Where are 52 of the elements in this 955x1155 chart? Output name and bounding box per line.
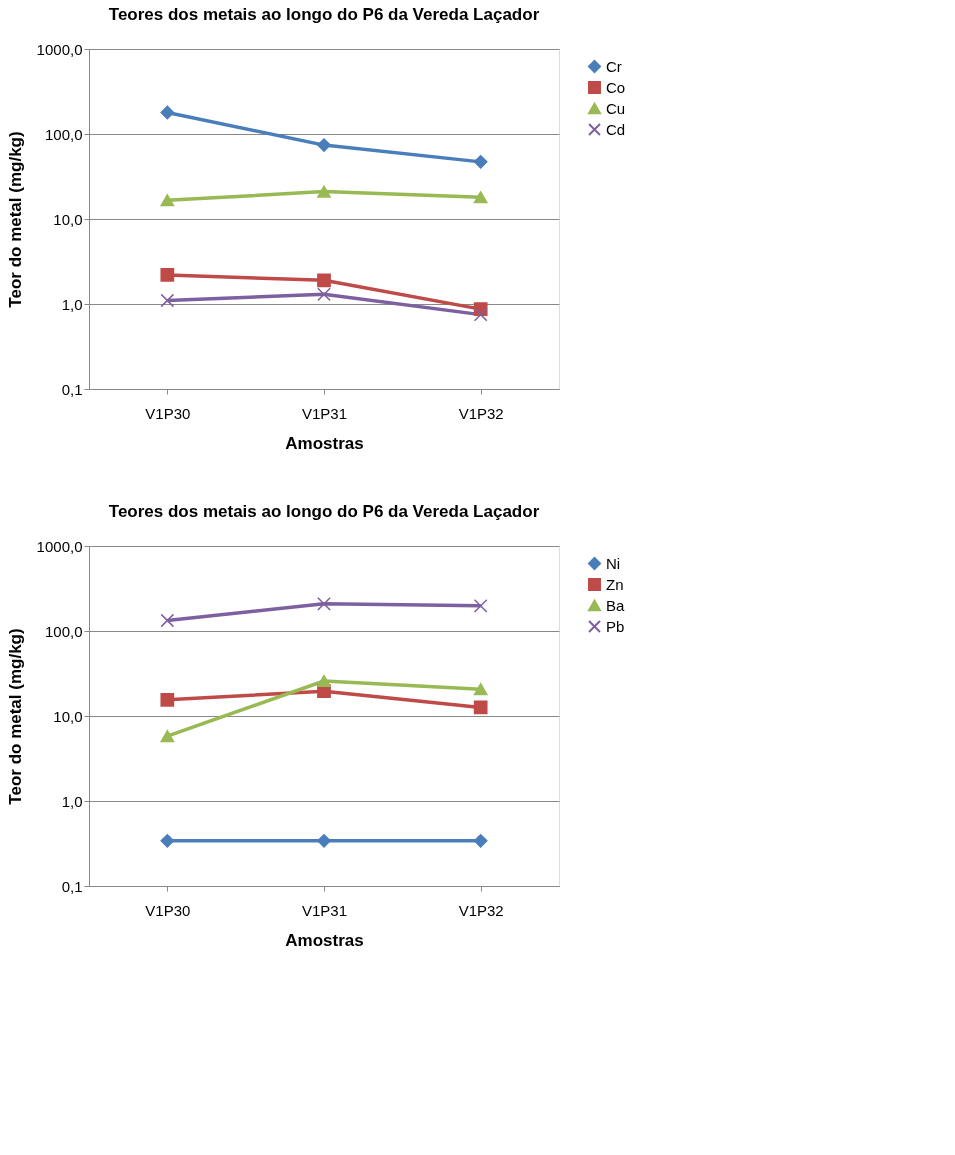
chart-title: Teores dos metais ao longo do P6 da Vereda Laçador [108,502,540,521]
x-tick-label: V1P30 [145,404,191,422]
x-axis-title: Amostras [285,930,364,950]
point [160,293,175,308]
legend-label: Pb [606,617,625,635]
legend-label: Ni [606,554,621,572]
point [317,287,331,302]
point [473,598,488,613]
legend-label: Zn [606,575,624,593]
y-tick-label: 100,0 [44,622,83,640]
point [160,613,175,628]
x-tick-label: V1P31 [301,404,348,422]
x-tick-label: V1P30 [145,901,191,919]
legend-label: Co [606,78,626,96]
y-tick-label: 10,0 [53,210,83,228]
point [317,833,331,848]
point [317,185,331,198]
y-tick-label: 1,0 [61,295,83,313]
y-tick-label: 10,0 [53,707,83,725]
point [317,674,331,688]
x-tick-label: V1P32 [458,901,504,919]
y-tick-label: 0,1 [61,380,83,398]
point [317,273,331,288]
y-tick-label: 0,1 [61,877,83,895]
point [160,833,175,848]
x-tick-label: V1P31 [301,901,348,919]
point [160,105,175,120]
point [473,700,488,715]
point [160,194,175,207]
y-tick-label: 1000,0 [36,537,83,555]
chart-title: Teores dos metais ao longo do P6 da Vereda Laçador [108,5,540,24]
point [317,596,331,611]
point [473,833,488,848]
point [160,692,175,707]
x-tick-label: V1P32 [458,404,504,422]
y-axis-title: Teor do metal (mg/kg) [5,628,25,805]
point [473,307,488,322]
x-axis-title: Amostras [285,433,364,453]
point [473,155,488,169]
y-tick-label: 1000,0 [36,40,83,58]
legend-label: Cd [606,120,626,138]
legend-label: Ba [606,596,625,614]
point [160,268,175,282]
legend-label: Cu [606,99,626,117]
y-tick-label: 1,0 [61,792,83,810]
y-axis-title: Teor do metal (mg/kg) [5,131,25,308]
y-tick-label: 100,0 [44,125,83,143]
point [473,191,488,204]
point [160,730,175,743]
point [317,138,331,152]
legend-label: Cr [606,57,622,75]
point [473,683,488,696]
